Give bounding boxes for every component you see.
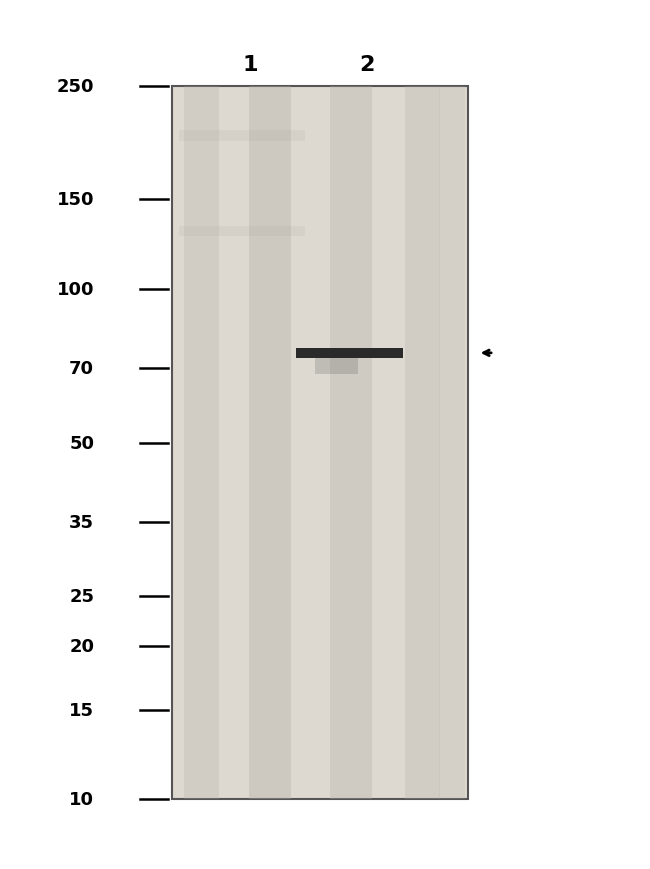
Bar — [296, 348, 403, 359]
Bar — [179, 227, 306, 237]
Bar — [248, 87, 291, 799]
Text: 15: 15 — [70, 700, 94, 719]
Text: 250: 250 — [57, 78, 94, 96]
Bar — [172, 87, 468, 799]
Bar — [315, 359, 358, 375]
Text: 2: 2 — [359, 56, 375, 75]
Text: 1: 1 — [242, 56, 258, 75]
Text: 35: 35 — [70, 514, 94, 531]
Text: 150: 150 — [57, 191, 94, 209]
Text: 100: 100 — [57, 281, 94, 299]
Bar — [183, 87, 219, 799]
Text: 70: 70 — [70, 360, 94, 378]
Text: 20: 20 — [70, 637, 94, 655]
Bar — [404, 87, 441, 799]
Text: 10: 10 — [70, 791, 94, 808]
Bar — [330, 87, 372, 799]
Text: 25: 25 — [70, 587, 94, 606]
Text: 50: 50 — [70, 434, 94, 452]
Bar — [179, 131, 306, 142]
Bar — [439, 87, 465, 799]
